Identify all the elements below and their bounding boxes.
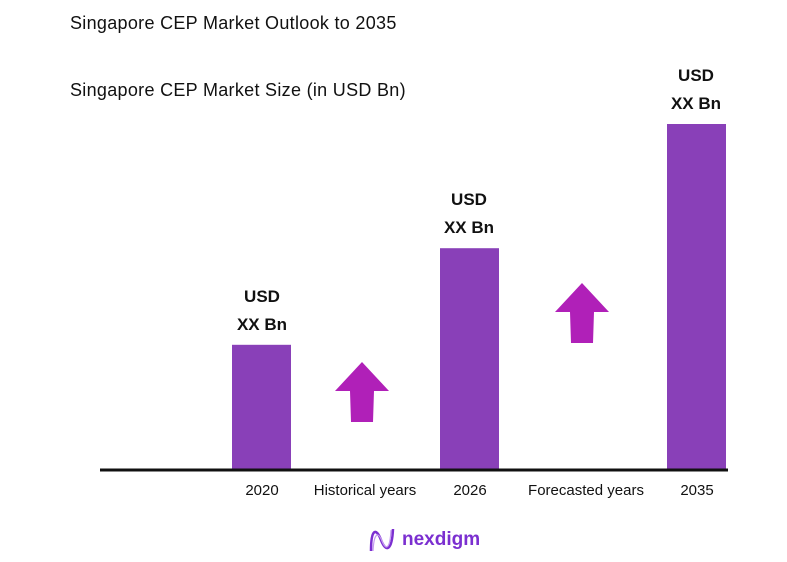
data-label-value: XX Bn xyxy=(670,94,722,113)
period-label-forecasted: Forecasted years xyxy=(528,482,644,499)
data-label-value: XX Bn xyxy=(236,314,288,334)
data-label-currency: USD xyxy=(244,286,280,306)
data-label-currency: USD xyxy=(678,66,714,85)
data-label-currency: USD xyxy=(451,190,487,210)
nexdigm-logo: nexdigm xyxy=(368,527,480,553)
x-tick-label-2020: 2020 xyxy=(245,482,279,499)
data-label-value: XX Bn xyxy=(443,218,495,238)
page-title: Singapore CEP Market Outlook to 2035 xyxy=(70,13,397,33)
data-label-2026: USD XX Bn xyxy=(444,186,494,242)
x-tick-label-2035: 2035 xyxy=(680,482,714,499)
bar-2020 xyxy=(232,344,291,469)
data-label-2020: USD XX Bn xyxy=(237,283,287,339)
bar-2026 xyxy=(440,248,499,469)
period-label-historical: Historical years xyxy=(313,482,417,499)
chart-title: Singapore CEP Market Size (in USD Bn) xyxy=(70,80,406,100)
arrow-up-icon-forecast xyxy=(555,283,609,343)
bar-2035 xyxy=(667,124,726,469)
x-tick-label-2026: 2026 xyxy=(453,482,487,499)
logo-text: nexdigm xyxy=(402,529,481,550)
logo-wave-icon xyxy=(369,528,395,552)
data-label-2035: USD XX Bn xyxy=(671,62,721,118)
arrow-up-icon-historical xyxy=(335,362,389,422)
